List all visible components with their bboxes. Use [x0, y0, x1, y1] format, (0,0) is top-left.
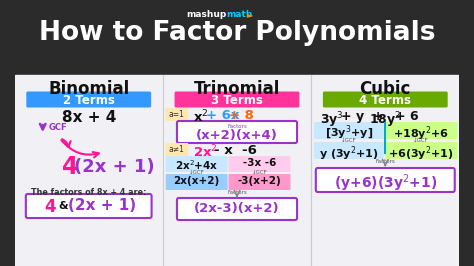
- Text: -3x -6: -3x -6: [243, 158, 276, 168]
- Text: 2x$^2$+4x: 2x$^2$+4x: [175, 158, 219, 172]
- Text: ↓GCF: ↓GCF: [413, 138, 429, 143]
- Text: Cubic: Cubic: [360, 80, 411, 98]
- Text: + 8: + 8: [229, 109, 255, 122]
- FancyBboxPatch shape: [314, 142, 383, 159]
- Text: x$^2$: x$^2$: [193, 109, 209, 126]
- Text: 4: 4: [45, 198, 56, 216]
- FancyBboxPatch shape: [166, 174, 228, 190]
- Text: 3y$^3$: 3y$^3$: [319, 110, 344, 130]
- Bar: [15, 0, 459, 75]
- Text: (y+6)(3y$^2$+1): (y+6)(3y$^2$+1): [334, 172, 437, 194]
- FancyBboxPatch shape: [174, 92, 300, 107]
- Text: - x  -6: - x -6: [214, 144, 256, 157]
- FancyBboxPatch shape: [385, 122, 457, 139]
- Text: y (3y$^2$+1): y (3y$^2$+1): [319, 144, 379, 163]
- FancyBboxPatch shape: [323, 92, 448, 107]
- Text: math: math: [227, 10, 253, 19]
- FancyBboxPatch shape: [316, 168, 455, 192]
- Text: 3 Terms: 3 Terms: [211, 94, 263, 107]
- Text: 4 Terms: 4 Terms: [359, 94, 411, 107]
- Text: a≠1: a≠1: [169, 145, 185, 154]
- Text: +6(3y$^2$+1): +6(3y$^2$+1): [388, 144, 454, 163]
- Text: Factors: Factors: [227, 124, 247, 129]
- Text: (x+2)(x+4): (x+2)(x+4): [196, 129, 278, 142]
- FancyBboxPatch shape: [228, 174, 291, 190]
- Text: GCF: GCF: [48, 123, 67, 132]
- Text: The factors of 8x + 4 are:: The factors of 8x + 4 are:: [30, 188, 146, 197]
- Text: a=1: a=1: [169, 110, 185, 119]
- FancyBboxPatch shape: [314, 122, 383, 139]
- Text: + y  +: + y +: [341, 110, 383, 123]
- Text: Trinomial: Trinomial: [194, 80, 280, 98]
- FancyBboxPatch shape: [177, 198, 297, 220]
- Text: 2x(x+2): 2x(x+2): [173, 176, 220, 186]
- FancyBboxPatch shape: [166, 143, 188, 156]
- FancyBboxPatch shape: [26, 194, 152, 218]
- Text: ↓GCF: ↓GCF: [252, 170, 267, 175]
- Text: Binomial: Binomial: [48, 80, 129, 98]
- FancyBboxPatch shape: [385, 142, 457, 159]
- Text: (2x-3)(x+2): (2x-3)(x+2): [194, 202, 280, 215]
- Text: ↓GCF: ↓GCF: [341, 138, 356, 143]
- FancyBboxPatch shape: [166, 156, 228, 172]
- Text: +18y$^2$+6: +18y$^2$+6: [393, 124, 449, 143]
- Text: 2 Terms: 2 Terms: [63, 94, 115, 107]
- Text: (2x + 1): (2x + 1): [68, 198, 136, 213]
- Text: How to Factor Polynomials: How to Factor Polynomials: [39, 20, 435, 46]
- FancyBboxPatch shape: [228, 156, 291, 172]
- Text: Factors: Factors: [375, 159, 395, 164]
- Text: ►: ►: [247, 10, 254, 19]
- Text: (2x + 1): (2x + 1): [73, 158, 155, 176]
- Text: Factors: Factors: [227, 190, 247, 195]
- Text: + 6: + 6: [395, 110, 418, 123]
- Text: + 6x: + 6x: [206, 109, 239, 122]
- FancyBboxPatch shape: [26, 92, 151, 107]
- FancyBboxPatch shape: [166, 108, 188, 121]
- Text: mashup: mashup: [186, 10, 227, 19]
- Text: 8x + 4: 8x + 4: [62, 110, 116, 125]
- Text: 4: 4: [62, 155, 78, 179]
- Text: &: &: [59, 201, 68, 211]
- FancyBboxPatch shape: [177, 121, 297, 143]
- Text: 18y$^2$: 18y$^2$: [369, 110, 401, 130]
- Text: [3y$^3$+y]: [3y$^3$+y]: [325, 124, 373, 142]
- Bar: [15, 75, 459, 266]
- Text: 2x$^2$: 2x$^2$: [193, 144, 218, 161]
- Text: -3(x+2): -3(x+2): [237, 176, 282, 186]
- Text: ↓GCF: ↓GCF: [189, 170, 204, 175]
